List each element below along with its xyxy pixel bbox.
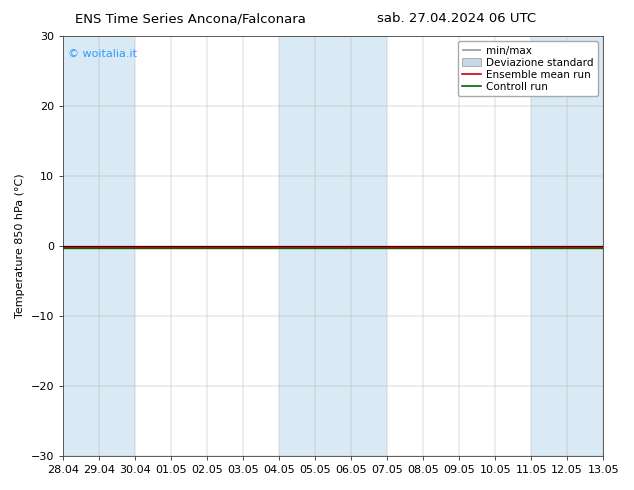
Legend: min/max, Deviazione standard, Ensemble mean run, Controll run: min/max, Deviazione standard, Ensemble m… xyxy=(458,41,598,96)
Bar xyxy=(531,36,567,456)
Bar xyxy=(567,36,603,456)
Bar xyxy=(279,36,315,456)
Bar xyxy=(315,36,351,456)
Text: © woitalia.it: © woitalia.it xyxy=(68,49,138,59)
Text: ENS Time Series Ancona/Falconara: ENS Time Series Ancona/Falconara xyxy=(75,12,306,25)
Text: sab. 27.04.2024 06 UTC: sab. 27.04.2024 06 UTC xyxy=(377,12,536,25)
Y-axis label: Temperature 850 hPa (°C): Temperature 850 hPa (°C) xyxy=(15,174,25,318)
Bar xyxy=(351,36,387,456)
Bar xyxy=(99,36,135,456)
Bar xyxy=(63,36,99,456)
